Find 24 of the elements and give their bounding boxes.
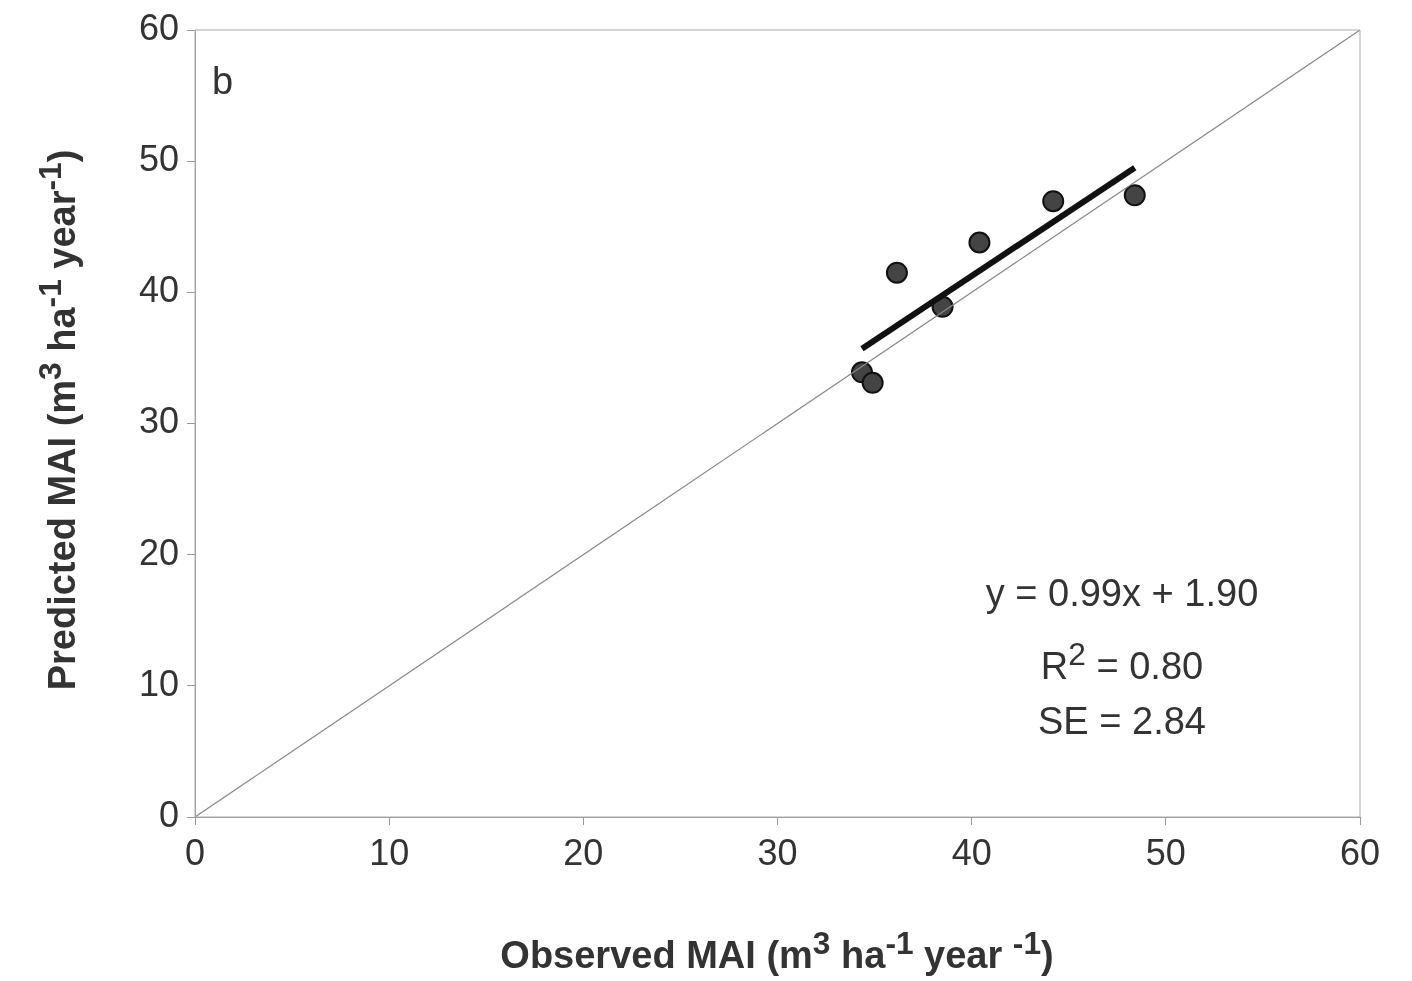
- point: [861, 371, 884, 394]
- y-tick-label: 40: [138, 269, 179, 311]
- annotation: b: [212, 60, 234, 103]
- point: [1042, 190, 1065, 213]
- annotation: y = 0.99x + 1.90: [985, 572, 1259, 615]
- x-tick-label: 30: [757, 831, 798, 873]
- x-tick-label: 10: [369, 831, 410, 873]
- y-tick-label: 50: [138, 138, 179, 180]
- y-tick-label: 60: [138, 6, 179, 48]
- point: [885, 261, 908, 284]
- y-tick-label: 10: [138, 662, 179, 704]
- x-tick-label: 0: [184, 831, 206, 873]
- y-tick-label: 20: [138, 531, 179, 573]
- annotation: SE = 2.84: [1038, 700, 1206, 743]
- annotation: R$^{2}$ = 0.80: [1040, 636, 1204, 688]
- y-tick-label: 30: [138, 400, 179, 442]
- point: [968, 231, 991, 254]
- y-tick-label: 0: [158, 793, 179, 835]
- x-tick-label: 20: [563, 831, 604, 873]
- x-tick-label: 40: [951, 831, 992, 873]
- point: [1123, 184, 1146, 207]
- x-axis-title: Observed MAI (m$^{3}$ ha$^{-1}$ year $^{-1}$): [500, 925, 1054, 977]
- x-tick-label: 50: [1145, 831, 1186, 873]
- x-tick-label: 60: [1339, 831, 1381, 873]
